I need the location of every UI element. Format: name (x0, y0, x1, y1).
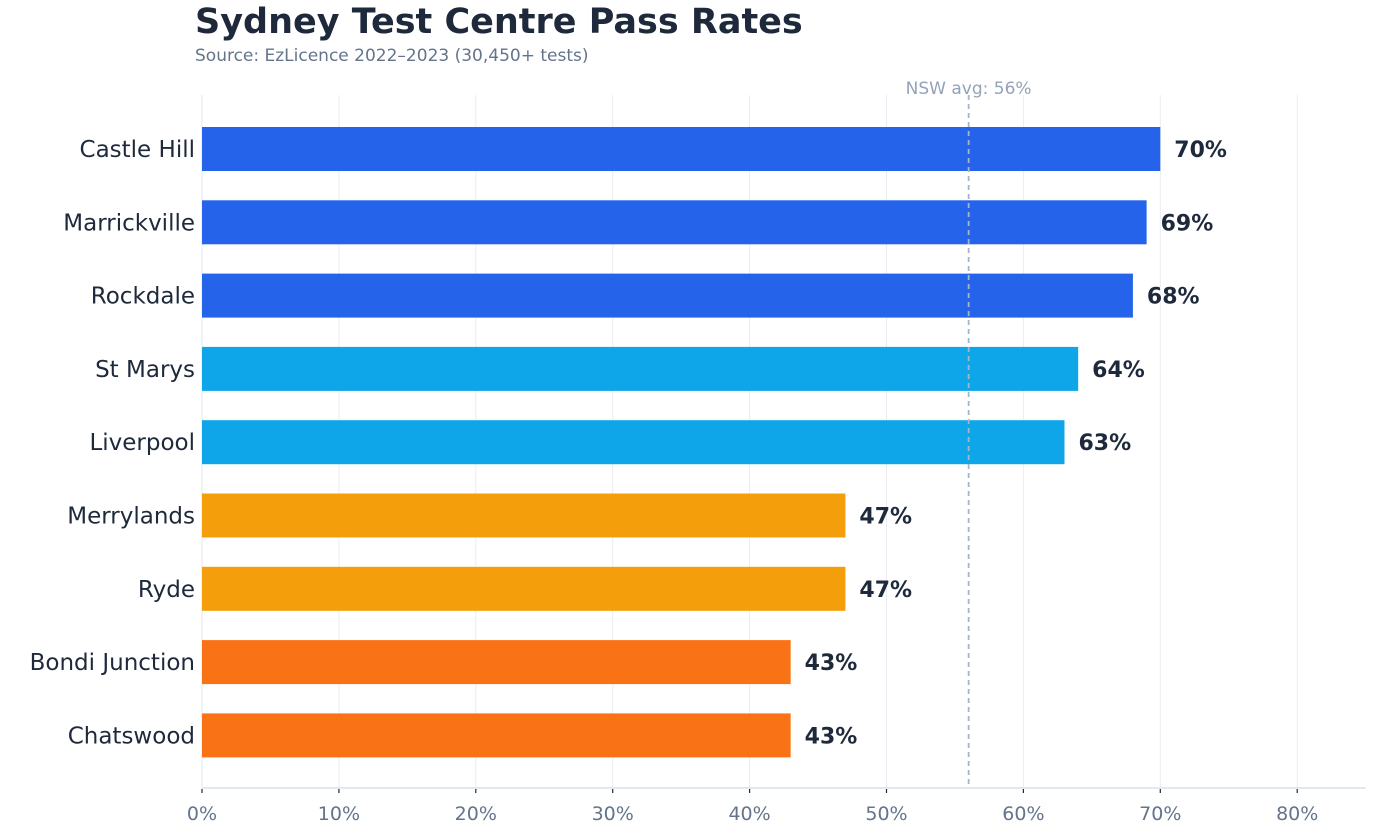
x-tick-label: 10% (318, 803, 360, 825)
data-label: 64% (1092, 358, 1145, 383)
data-label: 68% (1147, 285, 1200, 310)
x-tick-label: 20% (455, 803, 497, 825)
x-tick-label: 60% (1002, 803, 1044, 825)
bar (202, 493, 846, 538)
bar (202, 200, 1147, 245)
x-tick-label: 40% (728, 803, 770, 825)
bar (202, 640, 791, 685)
chart-subtitle: Source: EzLicence 2022–2023 (30,450+ tes… (195, 46, 589, 66)
data-label: 63% (1078, 431, 1131, 456)
x-tick-label: 80% (1276, 803, 1318, 825)
category-label: Bondi Junction (30, 650, 195, 676)
chart-title: Sydney Test Centre Pass Rates (195, 2, 803, 42)
bar (202, 713, 791, 758)
bar (202, 346, 1079, 391)
data-label: 43% (805, 724, 858, 749)
nsw-average-label: NSW avg: 56% (906, 79, 1032, 99)
bar (202, 127, 1161, 171)
category-label: St Marys (95, 357, 195, 383)
category-label: Marrickville (63, 210, 195, 236)
category-label: Rockdale (91, 284, 195, 310)
x-tick-label: 30% (592, 803, 634, 825)
bar (202, 566, 846, 611)
data-label: 47% (859, 505, 912, 530)
bar (202, 273, 1133, 318)
category-label: Chatswood (68, 723, 195, 749)
x-tick-label: 50% (865, 803, 907, 825)
data-label: 70% (1174, 138, 1227, 163)
x-tick-label: 0% (187, 803, 217, 825)
category-label: Ryde (138, 577, 195, 603)
category-label: Castle Hill (80, 137, 195, 163)
bar (202, 420, 1065, 465)
data-label: 43% (805, 651, 858, 676)
data-label: 47% (859, 578, 912, 603)
category-label: Liverpool (89, 430, 195, 456)
data-label: 69% (1161, 211, 1214, 236)
category-label: Merrylands (67, 504, 195, 530)
x-tick-label: 70% (1139, 803, 1181, 825)
